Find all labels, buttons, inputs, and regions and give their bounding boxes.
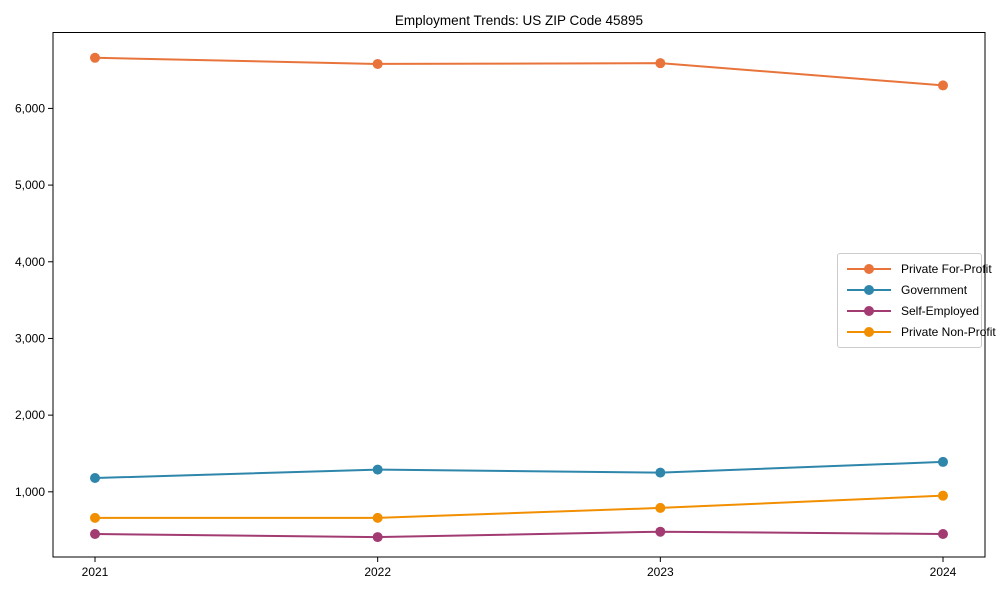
x-axis-tick-label: 2022: [364, 565, 391, 579]
data-point-marker: [90, 528, 100, 539]
legend-item: Private For-Profit: [847, 262, 992, 276]
series-line-self-employed: [94, 530, 944, 539]
data-point-marker: [372, 512, 383, 523]
x-axis-tick-label: 2021: [82, 565, 109, 579]
legend-line-sample: [847, 264, 891, 274]
legend-marker-icon: [864, 306, 874, 316]
data-point-marker: [90, 52, 100, 63]
y-axis-tick-label: 2,000: [15, 408, 45, 422]
data-point-marker: [938, 490, 948, 501]
data-point-marker: [938, 528, 948, 539]
legend: Private For-Profit Government Self-Employe…: [837, 253, 996, 348]
data-point-marker: [655, 58, 666, 69]
legend-item-label: Self-Employed: [901, 304, 980, 318]
plot-layers: 1,000 2,000 3,000 4,000 5,000 6,000 2021 2022 20…: [15, 52, 957, 579]
data-point-marker: [655, 467, 666, 478]
data-point-marker: [655, 526, 666, 537]
y-axis-tick-label: 4,000: [15, 255, 45, 269]
data-point-marker: [938, 80, 948, 91]
chart-title: Employment Trends: US ZIP Code 45895: [395, 13, 643, 28]
legend-line-sample: [847, 285, 891, 295]
series-line-private-for-profit: [94, 56, 944, 87]
plot-area-border: [52, 32, 986, 558]
legend-marker-icon: [864, 264, 874, 274]
y-axis-tick-label: 5,000: [15, 178, 45, 192]
y-axis-tick-label: 1,000: [15, 485, 45, 499]
data-point-marker: [372, 464, 383, 475]
data-point-marker: [372, 532, 383, 543]
legend-item: Private Non-Profit: [847, 325, 996, 339]
x-axis-tick-label: 2023: [647, 565, 674, 579]
legend-item-label: Government: [901, 283, 968, 297]
x-axis-tick-label: 2024: [930, 565, 957, 579]
y-axis-tick-label: 6,000: [15, 101, 45, 115]
legend-item-label: Private Non-Profit: [901, 325, 996, 339]
series-line-government: [94, 460, 944, 480]
legend-line-sample: [847, 327, 891, 337]
legend-marker-icon: [864, 327, 874, 337]
legend-item: Government: [847, 283, 972, 297]
data-point-marker: [90, 473, 100, 484]
data-point-marker: [655, 502, 666, 513]
data-point-marker: [938, 456, 948, 467]
legend-item-label: Private For-Profit: [901, 262, 992, 276]
legend-line-sample: [847, 306, 891, 316]
legend-marker-icon: [864, 285, 874, 295]
data-point-marker: [90, 512, 100, 523]
y-axis-tick-label: 3,000: [15, 331, 45, 345]
data-point-marker: [372, 58, 383, 69]
legend-item: Self-Employed: [847, 304, 979, 318]
series-line-private-non-profit: [95, 494, 944, 519]
